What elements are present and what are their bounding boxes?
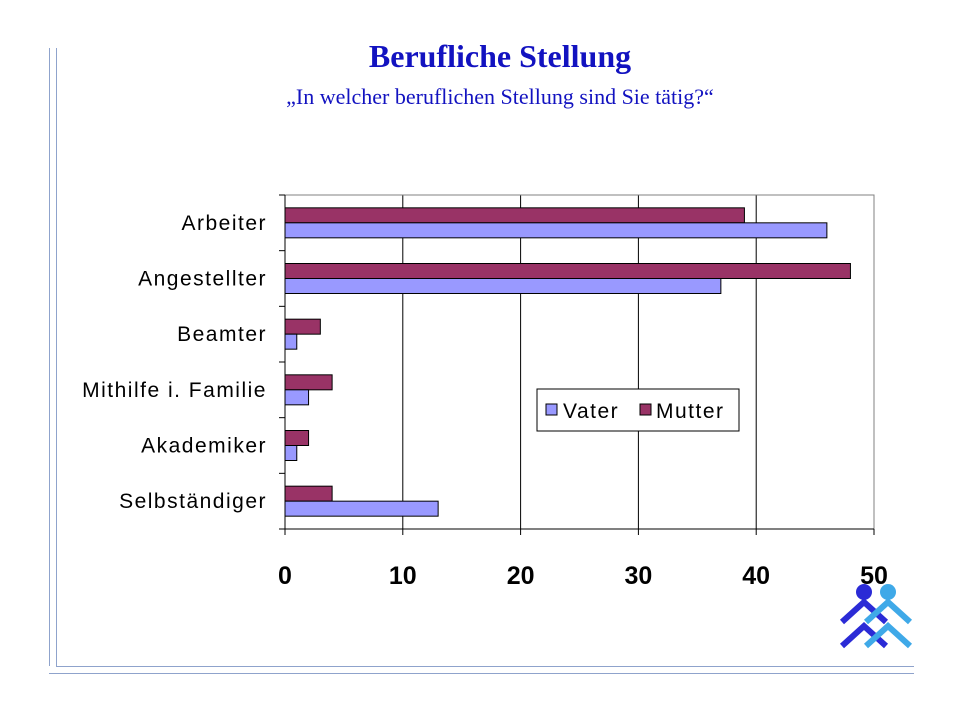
page-subtitle: „In welcher beruflichen Stellung sind Si… [286,84,714,109]
bar-vater-0 [284,222,828,239]
tick-labels: 0 10 20 30 40 50 [278,562,888,590]
category-label-2: Beamter [177,323,267,346]
logo-body-right-bottom [863,621,913,649]
slide-frame-left [49,48,50,666]
bar-mutter-4 [284,430,310,446]
legend: Vater Mutter [536,388,740,432]
x-tick-label-2: 20 [507,562,535,590]
logo-body-right-top [863,597,913,625]
category-label-4: Akademiker [141,435,267,458]
legend-swatch-vater [545,403,558,416]
legend-label-mutter: Mutter [656,400,725,423]
slide-frame-left-inner [56,48,57,666]
slide-frame-bottom [49,673,914,674]
grid-layer [402,195,875,529]
logo-head-right [880,584,896,600]
logo-head-left [856,584,872,600]
bar-mutter-1 [284,263,851,279]
bar-mutter-3 [284,374,333,391]
bars-layer [284,207,851,517]
category-labels: Arbeiter Angestellter Beamter Mithilfe i. F… [82,212,267,513]
family-figures-logo-icon [839,584,913,649]
bar-vater-4 [284,445,298,461]
bar-vater-1 [284,278,722,294]
page-title: Berufliche Stellung [368,38,632,74]
logo-body-left-top [839,597,889,625]
bar-vater-5 [284,500,439,517]
category-label-0: Arbeiter [181,212,267,235]
logo-body-left-bottom [839,621,889,649]
legend-swatch-mutter [639,403,652,416]
bar-mutter-0 [284,207,745,224]
x-tick-label-3: 30 [624,562,652,590]
plot-area [284,194,875,530]
legend-box [536,388,740,432]
bar-vater-3 [284,389,310,406]
bar-vater-2 [284,333,298,350]
category-label-1: Angestellter [138,268,267,291]
slide-frame-bottom-inner [56,666,914,667]
category-label-3: Mithilfe i. Familie [82,379,267,402]
bar-mutter-2 [284,318,321,335]
legend-label-vater: Vater [563,400,619,423]
category-label-5: Selbständiger [119,490,267,513]
axis-layer [279,194,875,535]
x-tick-label-1: 10 [389,562,417,590]
bar-mutter-5 [284,485,333,502]
x-tick-label-0: 0 [278,562,292,590]
x-tick-label-4: 40 [742,562,770,590]
